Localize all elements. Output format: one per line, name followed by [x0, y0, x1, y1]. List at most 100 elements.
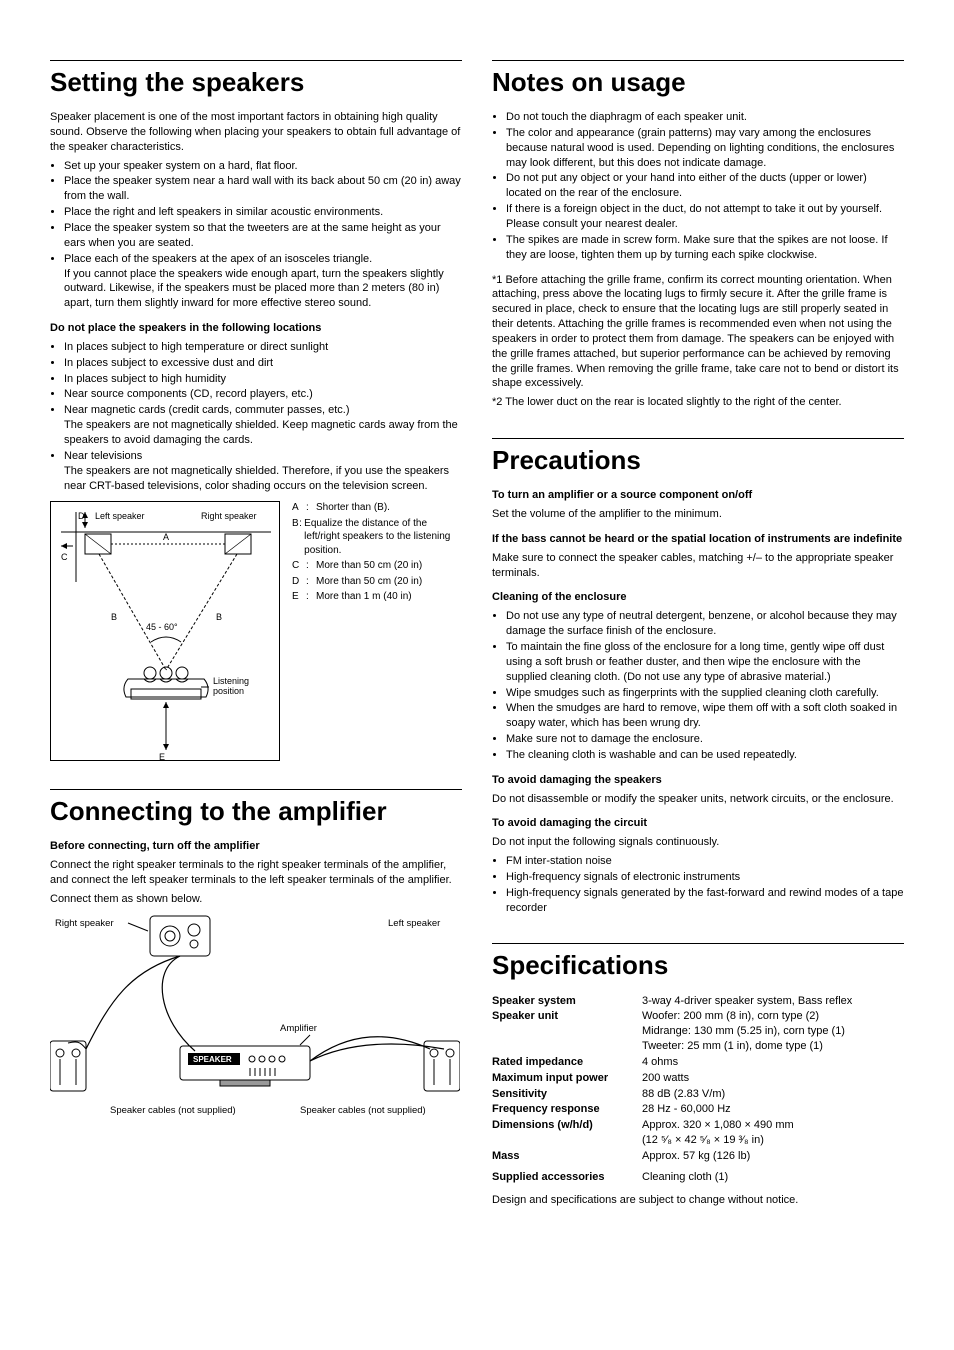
svg-text:B: B — [111, 612, 117, 622]
list-item: Near source components (CD, record playe… — [64, 387, 462, 402]
prec-b5-text: Do not input the following signals conti… — [492, 835, 904, 850]
list-item: In places subject to high humidity — [64, 372, 462, 387]
heading-notes: Notes on usage — [492, 60, 904, 100]
prec-b4-title: To avoid damaging the speakers — [492, 773, 904, 788]
connecting-p2: Connect them as shown below. — [50, 892, 462, 907]
spec-val: Woofer: 200 mm (8 in), corn type (2) Mid… — [642, 1009, 904, 1054]
list-item: Wipe smudges such as fingerprints with t… — [506, 686, 904, 701]
svg-text:Right speaker: Right speaker — [201, 511, 257, 521]
spec-key: Frequency response — [492, 1102, 642, 1117]
placement-diagram: D C Left speaker Right speaker — [50, 501, 280, 761]
svg-text:SPEAKER: SPEAKER — [193, 1055, 232, 1064]
list-item: Near magnetic cards (credit cards, commu… — [64, 403, 462, 448]
svg-text:E: E — [159, 752, 165, 762]
connecting-p1: Connect the right speaker terminals to t… — [50, 858, 462, 888]
notes-star1: *1 Before attaching the grille frame, co… — [492, 273, 904, 392]
list-item: To maintain the fine gloss of the enclos… — [506, 640, 904, 685]
svg-text:C: C — [61, 552, 68, 562]
spec-key: Rated impedance — [492, 1055, 642, 1070]
spec-val: 200 watts — [642, 1071, 904, 1086]
svg-text:B: B — [216, 612, 222, 622]
svg-text:Amplifier: Amplifier — [280, 1023, 317, 1034]
legend-key: A — [292, 501, 306, 515]
section-specs: Specifications Speaker system3-way 4-dri… — [492, 943, 904, 1207]
section-notes: Notes on usage Do not touch the diaphrag… — [492, 60, 904, 410]
prec-b1-title: To turn an amplifier or a source compone… — [492, 488, 904, 503]
list-item: Set up your speaker system on a hard, fl… — [64, 159, 462, 174]
prec-b2-title: If the bass cannot be heard or the spati… — [492, 532, 904, 547]
heading-connecting: Connecting to the amplifier — [50, 789, 462, 829]
placement-legend: A:Shorter than (B). B:Equalize the dista… — [292, 501, 462, 761]
list-item: When the smudges are hard to remove, wip… — [506, 701, 904, 731]
heading-precautions: Precautions — [492, 438, 904, 478]
prec-b4-text: Do not disassemble or modify the speaker… — [492, 792, 904, 807]
setting-sub1-title: Do not place the speakers in the followi… — [50, 321, 462, 336]
list-item: Do not use any type of neutral detergent… — [506, 609, 904, 639]
list-item: Place the speaker system near a hard wal… — [64, 174, 462, 204]
list-item: FM inter-station noise — [506, 854, 904, 869]
svg-text:Speaker cables (not supplied): Speaker cables (not supplied) — [300, 1105, 426, 1116]
spec-val: Approx. 57 kg (126 lb) — [642, 1149, 904, 1164]
amplifier-diagram: Right speaker Left speaker SPEAKER — [50, 911, 462, 1121]
legend-key: C — [292, 559, 306, 573]
spec-val: 88 dB (2.83 V/m) — [642, 1087, 904, 1102]
section-setting: Setting the speakers Speaker placement i… — [50, 60, 462, 761]
spec-key: Maximum input power — [492, 1071, 642, 1086]
spec-key: Sensitivity — [492, 1087, 642, 1102]
legend-text: More than 50 cm (20 in) — [316, 575, 422, 589]
list-item: The color and appearance (grain patterns… — [506, 126, 904, 171]
spec-val: 4 ohms — [642, 1055, 904, 1070]
spec-supplied-val: Cleaning cloth (1) — [642, 1170, 728, 1185]
legend-text: Equalize the distance of the left/right … — [304, 517, 462, 558]
spec-val: Approx. 320 × 1,080 × 490 mm (12 ⁵⁄₈ × 4… — [642, 1118, 904, 1148]
spec-val: 3-way 4-driver speaker system, Bass refl… — [642, 994, 904, 1009]
prec-b5-title: To avoid damaging the circuit — [492, 816, 904, 831]
connecting-sub-title: Before connecting, turn off the amplifie… — [50, 839, 462, 854]
section-precautions: Precautions To turn an amplifier or a so… — [492, 438, 904, 915]
prec-b3-bullets: Do not use any type of neutral detergent… — [492, 609, 904, 762]
legend-text: Shorter than (B). — [316, 501, 390, 515]
spec-disclaimer: Design and specifications are subject to… — [492, 1193, 904, 1208]
setting-sub1-bullets: In places subject to high temperature or… — [50, 340, 462, 493]
svg-text:Left speaker: Left speaker — [388, 918, 440, 929]
section-connecting: Connecting to the amplifier Before conne… — [50, 789, 462, 1120]
prec-b3-title: Cleaning of the enclosure — [492, 590, 904, 605]
legend-key: D — [292, 575, 306, 589]
list-item: The cleaning cloth is washable and can b… — [506, 748, 904, 763]
notes-star2: *2 The lower duct on the rear is located… — [492, 395, 904, 410]
prec-b5-bullets: FM inter-station noise High-frequency si… — [492, 854, 904, 915]
list-item: Place each of the speakers at the apex o… — [64, 252, 462, 311]
spec-supplied-key: Supplied accessories — [492, 1170, 642, 1185]
list-item: The spikes are made in screw form. Make … — [506, 233, 904, 263]
list-item: Do not put any object or your hand into … — [506, 171, 904, 201]
list-item: In places subject to high temperature or… — [64, 340, 462, 355]
list-item: In places subject to excessive dust and … — [64, 356, 462, 371]
svg-text:position: position — [213, 686, 244, 696]
legend-text: More than 50 cm (20 in) — [316, 559, 422, 573]
svg-text:D: D — [78, 511, 85, 521]
prec-b2-text: Make sure to connect the speaker cables,… — [492, 551, 904, 581]
spec-key: Speaker unit — [492, 1009, 642, 1054]
spec-key: Speaker system — [492, 994, 642, 1009]
legend-text: More than 1 m (40 in) — [316, 590, 412, 604]
setting-bullets: Set up your speaker system on a hard, fl… — [50, 159, 462, 311]
list-item: Near televisions The speakers are not ma… — [64, 449, 462, 494]
left-column: Setting the speakers Speaker placement i… — [50, 60, 462, 1236]
list-item: Do not touch the diaphragm of each speak… — [506, 110, 904, 125]
prec-b1-text: Set the volume of the amplifier to the m… — [492, 507, 904, 522]
spec-table: Speaker system3-way 4-driver speaker sys… — [492, 994, 904, 1164]
legend-key: E — [292, 590, 306, 604]
spec-val: 28 Hz - 60,000 Hz — [642, 1102, 904, 1117]
legend-key: B — [292, 517, 299, 558]
svg-text:45 - 60°: 45 - 60° — [146, 622, 178, 632]
list-item: Make sure not to damage the enclosure. — [506, 732, 904, 747]
placement-diagram-row: D C Left speaker Right speaker — [50, 501, 462, 761]
heading-specs: Specifications — [492, 943, 904, 983]
svg-text:Listening: Listening — [213, 676, 249, 686]
svg-text:A: A — [163, 532, 169, 542]
svg-text:Speaker cables (not supplied): Speaker cables (not supplied) — [110, 1105, 236, 1116]
list-item: Place the speaker system so that the twe… — [64, 221, 462, 251]
spec-key: Dimensions (w/h/d) — [492, 1118, 642, 1148]
list-item: Place the right and left speakers in sim… — [64, 205, 462, 220]
notes-bullets: Do not touch the diaphragm of each speak… — [492, 110, 904, 262]
